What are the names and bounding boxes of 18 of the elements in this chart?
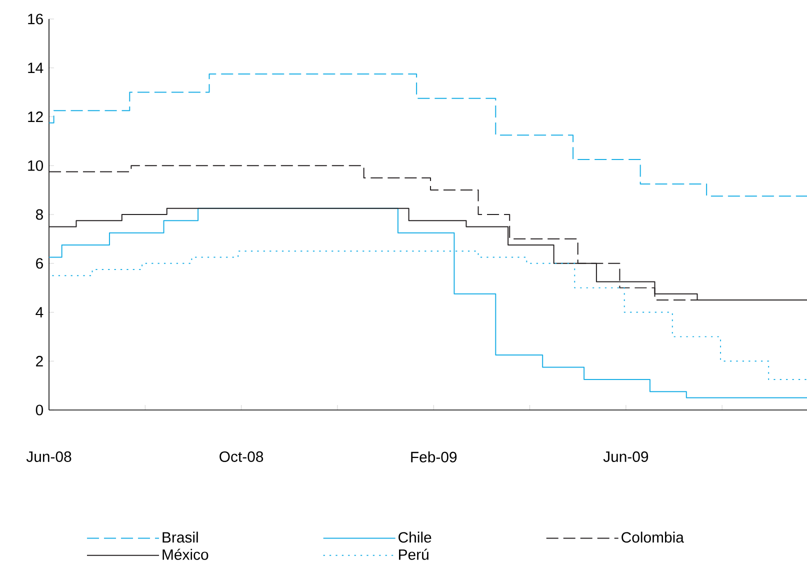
x-tick-label: Oct-08: [220, 451, 264, 462]
legend-label: Brasil: [162, 532, 198, 543]
y-tick-label: 6: [36, 258, 43, 269]
x-tick-label: Jun-09: [603, 451, 648, 462]
y-tick-label: 4: [36, 307, 44, 318]
legend-label: México: [162, 548, 208, 560]
legend-label: Colombia: [622, 532, 684, 543]
legend-label: Perú: [399, 548, 428, 560]
y-tick-label: 14: [28, 62, 44, 74]
x-tick-label: Jun-08: [26, 451, 72, 462]
y-tick-label: 10: [28, 160, 44, 171]
y-tick-label: 2: [36, 356, 43, 366]
y-tick-label: 8: [36, 209, 43, 220]
y-tick-label: 12: [28, 112, 43, 122]
legend-label: Chile: [398, 532, 432, 543]
x-tick-label: Feb-09: [411, 451, 457, 462]
y-tick-label: 16: [28, 14, 43, 24]
y-tick-label: 0: [36, 404, 44, 416]
